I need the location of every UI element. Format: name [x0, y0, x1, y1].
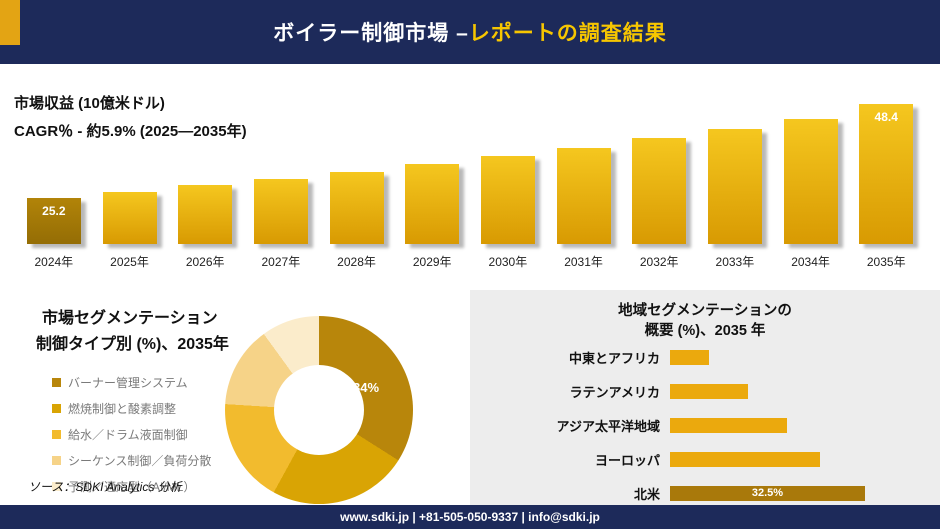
- segmentation-title-line2: 制御タイプ別 (%)、2035年: [36, 336, 229, 353]
- regional-bar: 32.5%: [670, 486, 865, 501]
- regional-category-label: アジア太平洋地域: [556, 419, 660, 434]
- revenue-bar: [632, 138, 687, 244]
- regional-bar: [670, 384, 748, 399]
- regional-bar-value-label: 32.5%: [751, 487, 784, 499]
- revenue-bar: [405, 164, 460, 244]
- revenue-bar: [556, 147, 611, 244]
- x-axis-tick-label: 2032年: [639, 255, 679, 269]
- donut-slice-label: 34%: [353, 380, 380, 395]
- regional-bar: [670, 452, 820, 467]
- segmentation-title-line1: 市場セグメンテーション: [42, 310, 218, 327]
- legend-item: 燃焼制御と酸素調整: [52, 400, 211, 417]
- revenue-bar: [707, 129, 762, 244]
- revenue-bar-column: [697, 100, 773, 244]
- revenue-bar-value-label: 25.2: [42, 204, 66, 218]
- revenue-bar: 48.4: [859, 104, 914, 244]
- revenue-bar-column: 48.4: [848, 100, 924, 244]
- legend-swatch-icon: [52, 378, 61, 387]
- regional-bar-row: 北米 32.5%: [470, 484, 940, 503]
- page-title-main: ボイラー制御市場 –: [273, 22, 469, 45]
- legend-label: 燃焼制御と酸素調整: [68, 402, 177, 416]
- x-axis-tick-label: 2034年: [791, 255, 830, 269]
- x-axis-tick-label: 2024年: [34, 255, 74, 269]
- revenue-chart-title: 市場収益 (10億米ドル): [14, 95, 165, 112]
- revenue-chart-section: 市場収益 (10億米ドル) CAGR％ - 約5.9% (2025―2035年)…: [0, 64, 940, 290]
- revenue-bar-column: [243, 100, 319, 244]
- revenue-chart-cagr: CAGR％ - 約5.9% (2025―2035年): [14, 123, 247, 140]
- x-axis-tick-label: 2029年: [412, 255, 452, 269]
- regional-bar: [670, 350, 709, 365]
- regional-bar: [670, 418, 787, 433]
- x-axis-tick-label: 2027年: [261, 255, 301, 269]
- revenue-bar: [480, 156, 535, 244]
- footer-contact-text: www.sdki.jp | +81-505-050-9337 | info@sd…: [340, 510, 600, 524]
- revenue-bar-column: [394, 100, 470, 244]
- revenue-bar-column: 25.2: [16, 100, 92, 244]
- x-axis-tick-label: 2030年: [488, 255, 528, 269]
- legend-swatch-icon: [52, 456, 61, 465]
- regional-bars: 中東とアフリカ ラテンアメリカアジア太平洋地域ヨーロッパ北米 32.5%: [470, 348, 940, 518]
- regional-title-line2: 概要 (%)、2035 年: [644, 322, 766, 339]
- legend-item: 給水／ドラム液面制御: [52, 426, 211, 443]
- revenue-bar-column: [470, 100, 546, 244]
- revenue-bar-column: [546, 100, 622, 244]
- legend-item: 予測／適応型（AI/ML）: [52, 478, 211, 495]
- regional-bar-row: ラテンアメリカ: [470, 382, 940, 401]
- regional-category-label: 北米: [633, 487, 660, 502]
- header-bar: ボイラー制御市場 –レポートの調査結果: [0, 0, 940, 64]
- segmentation-panel: 市場セグメンテーション 制御タイプ別 (%)、2035年 バーナー管理システム燃…: [0, 290, 470, 505]
- revenue-bar: [178, 185, 233, 244]
- regional-bar-row: ヨーロッパ: [470, 450, 940, 469]
- revenue-bar-column: [621, 100, 697, 244]
- regional-category-label: ラテンアメリカ: [569, 385, 660, 400]
- page-title-highlight: レポートの調査結果: [468, 22, 667, 45]
- regional-category-label: ヨーロッパ: [594, 453, 660, 468]
- legend-label: シーケンス制御／負荷分散: [68, 454, 212, 468]
- donut-chart: 34%: [225, 316, 413, 504]
- regional-bar-row: アジア太平洋地域: [470, 416, 940, 435]
- x-axis-tick-label: 2028年: [337, 255, 376, 269]
- revenue-bar: [783, 119, 838, 244]
- legend-label: バーナー管理システム: [68, 376, 188, 390]
- revenue-bar: 25.2: [26, 198, 81, 244]
- regional-title-line1: 地域セグメンテーションの: [618, 303, 792, 319]
- header-corner-accent: [0, 0, 20, 45]
- revenue-bars: 25.2 48.4: [16, 100, 924, 244]
- legend-swatch-icon: [52, 404, 61, 413]
- revenue-x-axis: 2024年 2025年 2026年 2027年 2028年 2029年 2030年 2031年…: [16, 253, 924, 270]
- donut-hole: [274, 365, 364, 455]
- revenue-bar-column: [167, 100, 243, 244]
- legend-item: バーナー管理システム: [52, 374, 211, 391]
- x-axis-tick-label: 2026年: [185, 255, 225, 269]
- footer-bar: www.sdki.jp | +81-505-050-9337 | info@sd…: [0, 505, 940, 529]
- x-axis-tick-label: 2033年: [715, 255, 755, 269]
- x-axis-tick-label: 2031年: [564, 255, 603, 269]
- revenue-bar-value-label: 48.4: [874, 110, 898, 124]
- regional-panel: 地域セグメンテーションの 概要 (%)、2035 年 中東とアフリカ ラテンアメリ…: [470, 290, 940, 505]
- page-title: ボイラー制御市場 –レポートの調査結果: [273, 17, 667, 47]
- legend-item: シーケンス制御／負荷分散: [52, 452, 211, 469]
- legend-swatch-icon: [52, 482, 61, 491]
- revenue-bar: [102, 191, 157, 244]
- regional-category-label: 中東とアフリカ: [568, 351, 660, 366]
- revenue-bar-column: [773, 100, 849, 244]
- regional-title: 地域セグメンテーションの 概要 (%)、2035 年: [470, 302, 940, 341]
- legend-label: 予測／適応型（AI/ML）: [68, 480, 196, 494]
- legend-swatch-icon: [52, 430, 61, 439]
- segmentation-legend: バーナー管理システム 燃焼制御と酸素調整 給水／ドラム液面制御シーケンス制御／負荷分…: [52, 374, 211, 504]
- x-axis-tick-label: 2025年: [110, 255, 149, 269]
- source-note: ソース：SDKI Analytics 分析: [28, 480, 182, 494]
- revenue-bar: [253, 179, 308, 244]
- revenue-bar-column: [319, 100, 395, 244]
- x-axis-tick-label: 2035年: [866, 255, 906, 269]
- legend-label: 給水／ドラム液面制御: [68, 428, 188, 442]
- regional-bar-row: 中東とアフリカ: [470, 348, 940, 367]
- revenue-bar: [329, 171, 384, 244]
- revenue-bar-column: [92, 100, 168, 244]
